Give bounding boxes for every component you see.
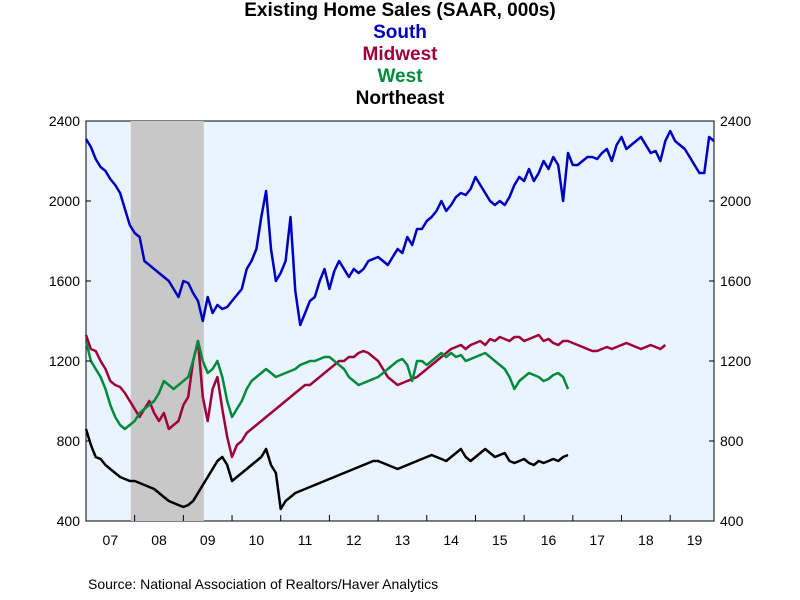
x-tick-label: 16	[541, 532, 557, 548]
x-tick-label: 10	[249, 532, 265, 548]
series-line-west	[84, 339, 570, 431]
legend-south: South	[373, 22, 427, 43]
y-tick-label-right: 2400	[720, 113, 751, 129]
x-tick-label: 13	[395, 532, 411, 548]
recession-shading	[130, 121, 204, 521]
y-tick-label-left: 1600	[49, 273, 80, 289]
title-block: Existing Home Sales (SAAR, 000s) South M…	[0, 0, 800, 110]
series-layer	[84, 129, 715, 511]
x-tick-label: 17	[589, 532, 605, 548]
legend-midwest: Midwest	[362, 44, 438, 65]
chart-title: Existing Home Sales (SAAR, 000s)	[244, 0, 556, 21]
x-tick-label: 08	[151, 532, 167, 548]
series-line-south	[84, 129, 715, 327]
axis-layer: 400 400 800 800 1200 1200 1600 1600 2000 2000 2400…	[49, 113, 752, 548]
series-line-midwest	[84, 333, 667, 459]
x-tick-label: 11	[298, 532, 313, 548]
x-tick-label: 12	[346, 532, 362, 548]
x-tick-label: 15	[492, 532, 508, 548]
y-tick-label-right: 800	[720, 433, 744, 449]
x-tick-label: 09	[200, 532, 216, 548]
series-line-northeast	[84, 428, 569, 511]
x-tick-label: 18	[638, 532, 654, 548]
x-tick-label: 14	[443, 532, 459, 548]
y-tick-label-left: 400	[57, 513, 81, 529]
legend-northeast: Northeast	[355, 88, 445, 109]
y-tick-label-right: 400	[720, 513, 744, 529]
y-tick-label-left: 800	[57, 433, 81, 449]
y-tick-label-right: 1200	[720, 353, 751, 369]
source-note: Source: National Association of Realtors…	[88, 576, 439, 592]
x-tick-label: 19	[687, 532, 703, 548]
y-tick-label-left: 2000	[49, 193, 80, 209]
y-tick-label-left: 1200	[49, 353, 80, 369]
y-tick-label-right: 1600	[720, 273, 751, 289]
x-tick-label: 07	[103, 532, 119, 548]
y-tick-label-left: 2400	[49, 113, 80, 129]
y-tick-label-right: 2000	[720, 193, 751, 209]
legend-west: West	[377, 66, 423, 87]
